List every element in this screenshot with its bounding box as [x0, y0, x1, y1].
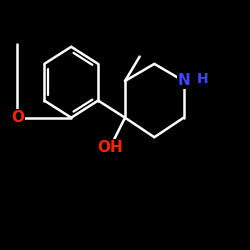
Text: OH: OH	[98, 140, 123, 154]
Text: N: N	[177, 74, 190, 88]
Text: H: H	[197, 72, 209, 86]
Text: O: O	[11, 110, 24, 125]
